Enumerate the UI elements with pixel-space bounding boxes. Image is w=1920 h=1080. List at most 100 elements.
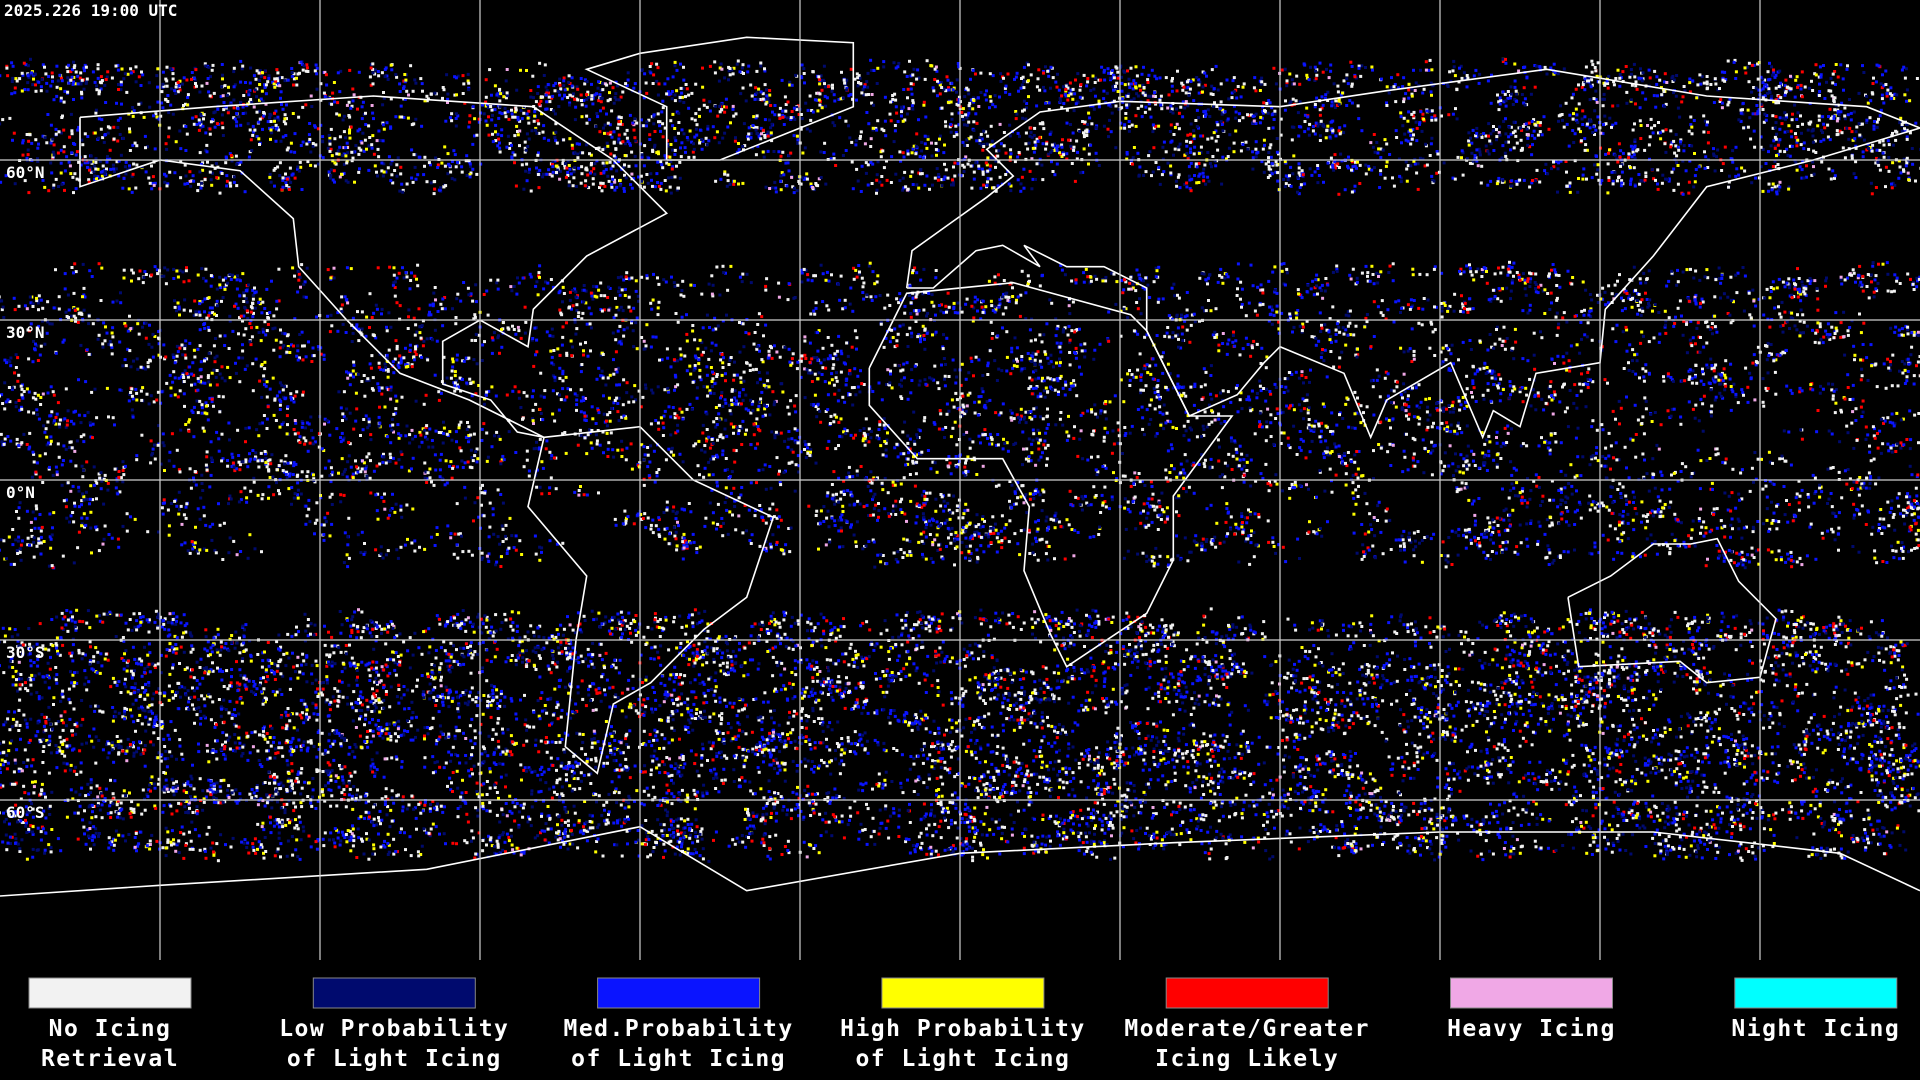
icing-pixel [1851, 154, 1854, 157]
icing-pixel [1767, 70, 1770, 73]
icing-pixel [1120, 82, 1123, 85]
icing-pixel [584, 184, 587, 187]
icing-pixel [1709, 83, 1712, 86]
icing-pixel [951, 178, 954, 181]
icing-pixel [1095, 126, 1098, 129]
icing-pixel [133, 109, 136, 112]
icing-pixel [1074, 79, 1077, 82]
icing-pixel [104, 170, 107, 173]
icing-pixel [1240, 149, 1243, 152]
icing-pixel [44, 136, 47, 139]
icing-pixel [1009, 189, 1012, 192]
icing-pixel [1350, 85, 1353, 88]
icing-pixel [680, 87, 683, 90]
icing-pixel [104, 133, 107, 136]
icing-pixel [235, 155, 238, 158]
icing-pixel [1045, 142, 1048, 145]
icing-pixel [673, 153, 676, 156]
icing-pixel [648, 138, 651, 141]
icing-pixel [953, 135, 956, 138]
icing-pixel [964, 113, 967, 116]
icing-pixel [1047, 75, 1050, 78]
icing-pixel [1448, 70, 1451, 73]
icing-pixel [592, 167, 595, 170]
icing-pixel [1064, 88, 1067, 91]
icing-pixel [946, 75, 949, 78]
icing-pixel [610, 186, 613, 189]
icing-pixel [1337, 193, 1340, 196]
icing-pixel [514, 116, 517, 119]
icing-pixel [268, 74, 271, 77]
icing-pixel [1693, 152, 1696, 155]
icing-pixel [1058, 89, 1061, 92]
icing-pixel [472, 105, 475, 108]
icing-pixel [687, 107, 690, 110]
icing-pixel [335, 112, 338, 115]
icing-pixel [949, 123, 952, 126]
icing-pixel [407, 117, 410, 120]
icing-pixel [929, 64, 932, 67]
icing-pixel [1331, 166, 1334, 169]
icing-pixel [1675, 95, 1678, 98]
icing-pixel [308, 133, 311, 136]
icing-pixel [1533, 137, 1536, 140]
icing-pixel [1064, 93, 1067, 96]
icing-pixel [1851, 130, 1854, 133]
icing-pixel [21, 141, 24, 144]
icing-pixel [1034, 144, 1037, 147]
icing-pixel [1169, 172, 1172, 175]
icing-pixel [1607, 176, 1610, 179]
icing-pixel [1360, 129, 1363, 132]
icing-pixel [1086, 129, 1089, 132]
icing-pixel [1269, 101, 1272, 104]
icing-pixel [655, 172, 658, 175]
icing-pixel [1185, 145, 1188, 148]
icing-pixel [1638, 183, 1641, 186]
icing-pixel [1148, 108, 1151, 111]
icing-pixel [194, 82, 197, 85]
icing-pixel [1130, 67, 1133, 70]
icing-pixel [950, 82, 953, 85]
icing-pixel [1768, 62, 1771, 65]
icing-pixel [1514, 135, 1517, 138]
icing-pixel [578, 143, 581, 146]
icing-pixel [455, 125, 458, 128]
icing-pixel [169, 104, 172, 107]
icing-pixel [273, 82, 276, 85]
icing-pixel [535, 100, 538, 103]
icing-pixel [1233, 142, 1236, 145]
icing-pixel [1309, 66, 1312, 69]
icing-pixel [1196, 109, 1199, 112]
icing-pixel [1185, 91, 1188, 94]
icing-pixel [547, 83, 550, 86]
icing-pixel [53, 154, 56, 157]
icing-pixel [374, 69, 377, 72]
icing-pixel [304, 103, 307, 106]
icing-pixel [1354, 75, 1357, 78]
icing-pixel [120, 103, 123, 106]
icing-pixel [957, 104, 960, 107]
icing-pixel [1103, 125, 1106, 128]
icing-pixel [677, 132, 680, 135]
icing-pixel [346, 104, 349, 107]
icing-pixel [643, 144, 646, 147]
icing-pixel [1845, 127, 1848, 130]
icing-pixel [1297, 111, 1300, 114]
icing-pixel [1767, 150, 1770, 153]
icing-pixel [900, 115, 903, 118]
icing-pixel [216, 108, 219, 111]
icing-pixel [1790, 130, 1793, 133]
icing-pixel [1883, 144, 1886, 147]
icing-pixel [842, 154, 845, 157]
icing-pixel [156, 67, 159, 70]
icing-pixel [221, 113, 224, 116]
icing-pixel [1543, 115, 1546, 118]
icing-pixel [1267, 160, 1270, 163]
icing-pixel [1538, 181, 1541, 184]
icing-pixel [1336, 85, 1339, 88]
icing-pixel [490, 118, 493, 121]
icing-pixel [1017, 90, 1020, 93]
icing-pixel [1024, 118, 1027, 121]
icing-pixel [1007, 73, 1010, 76]
icing-pixel [1367, 165, 1370, 168]
